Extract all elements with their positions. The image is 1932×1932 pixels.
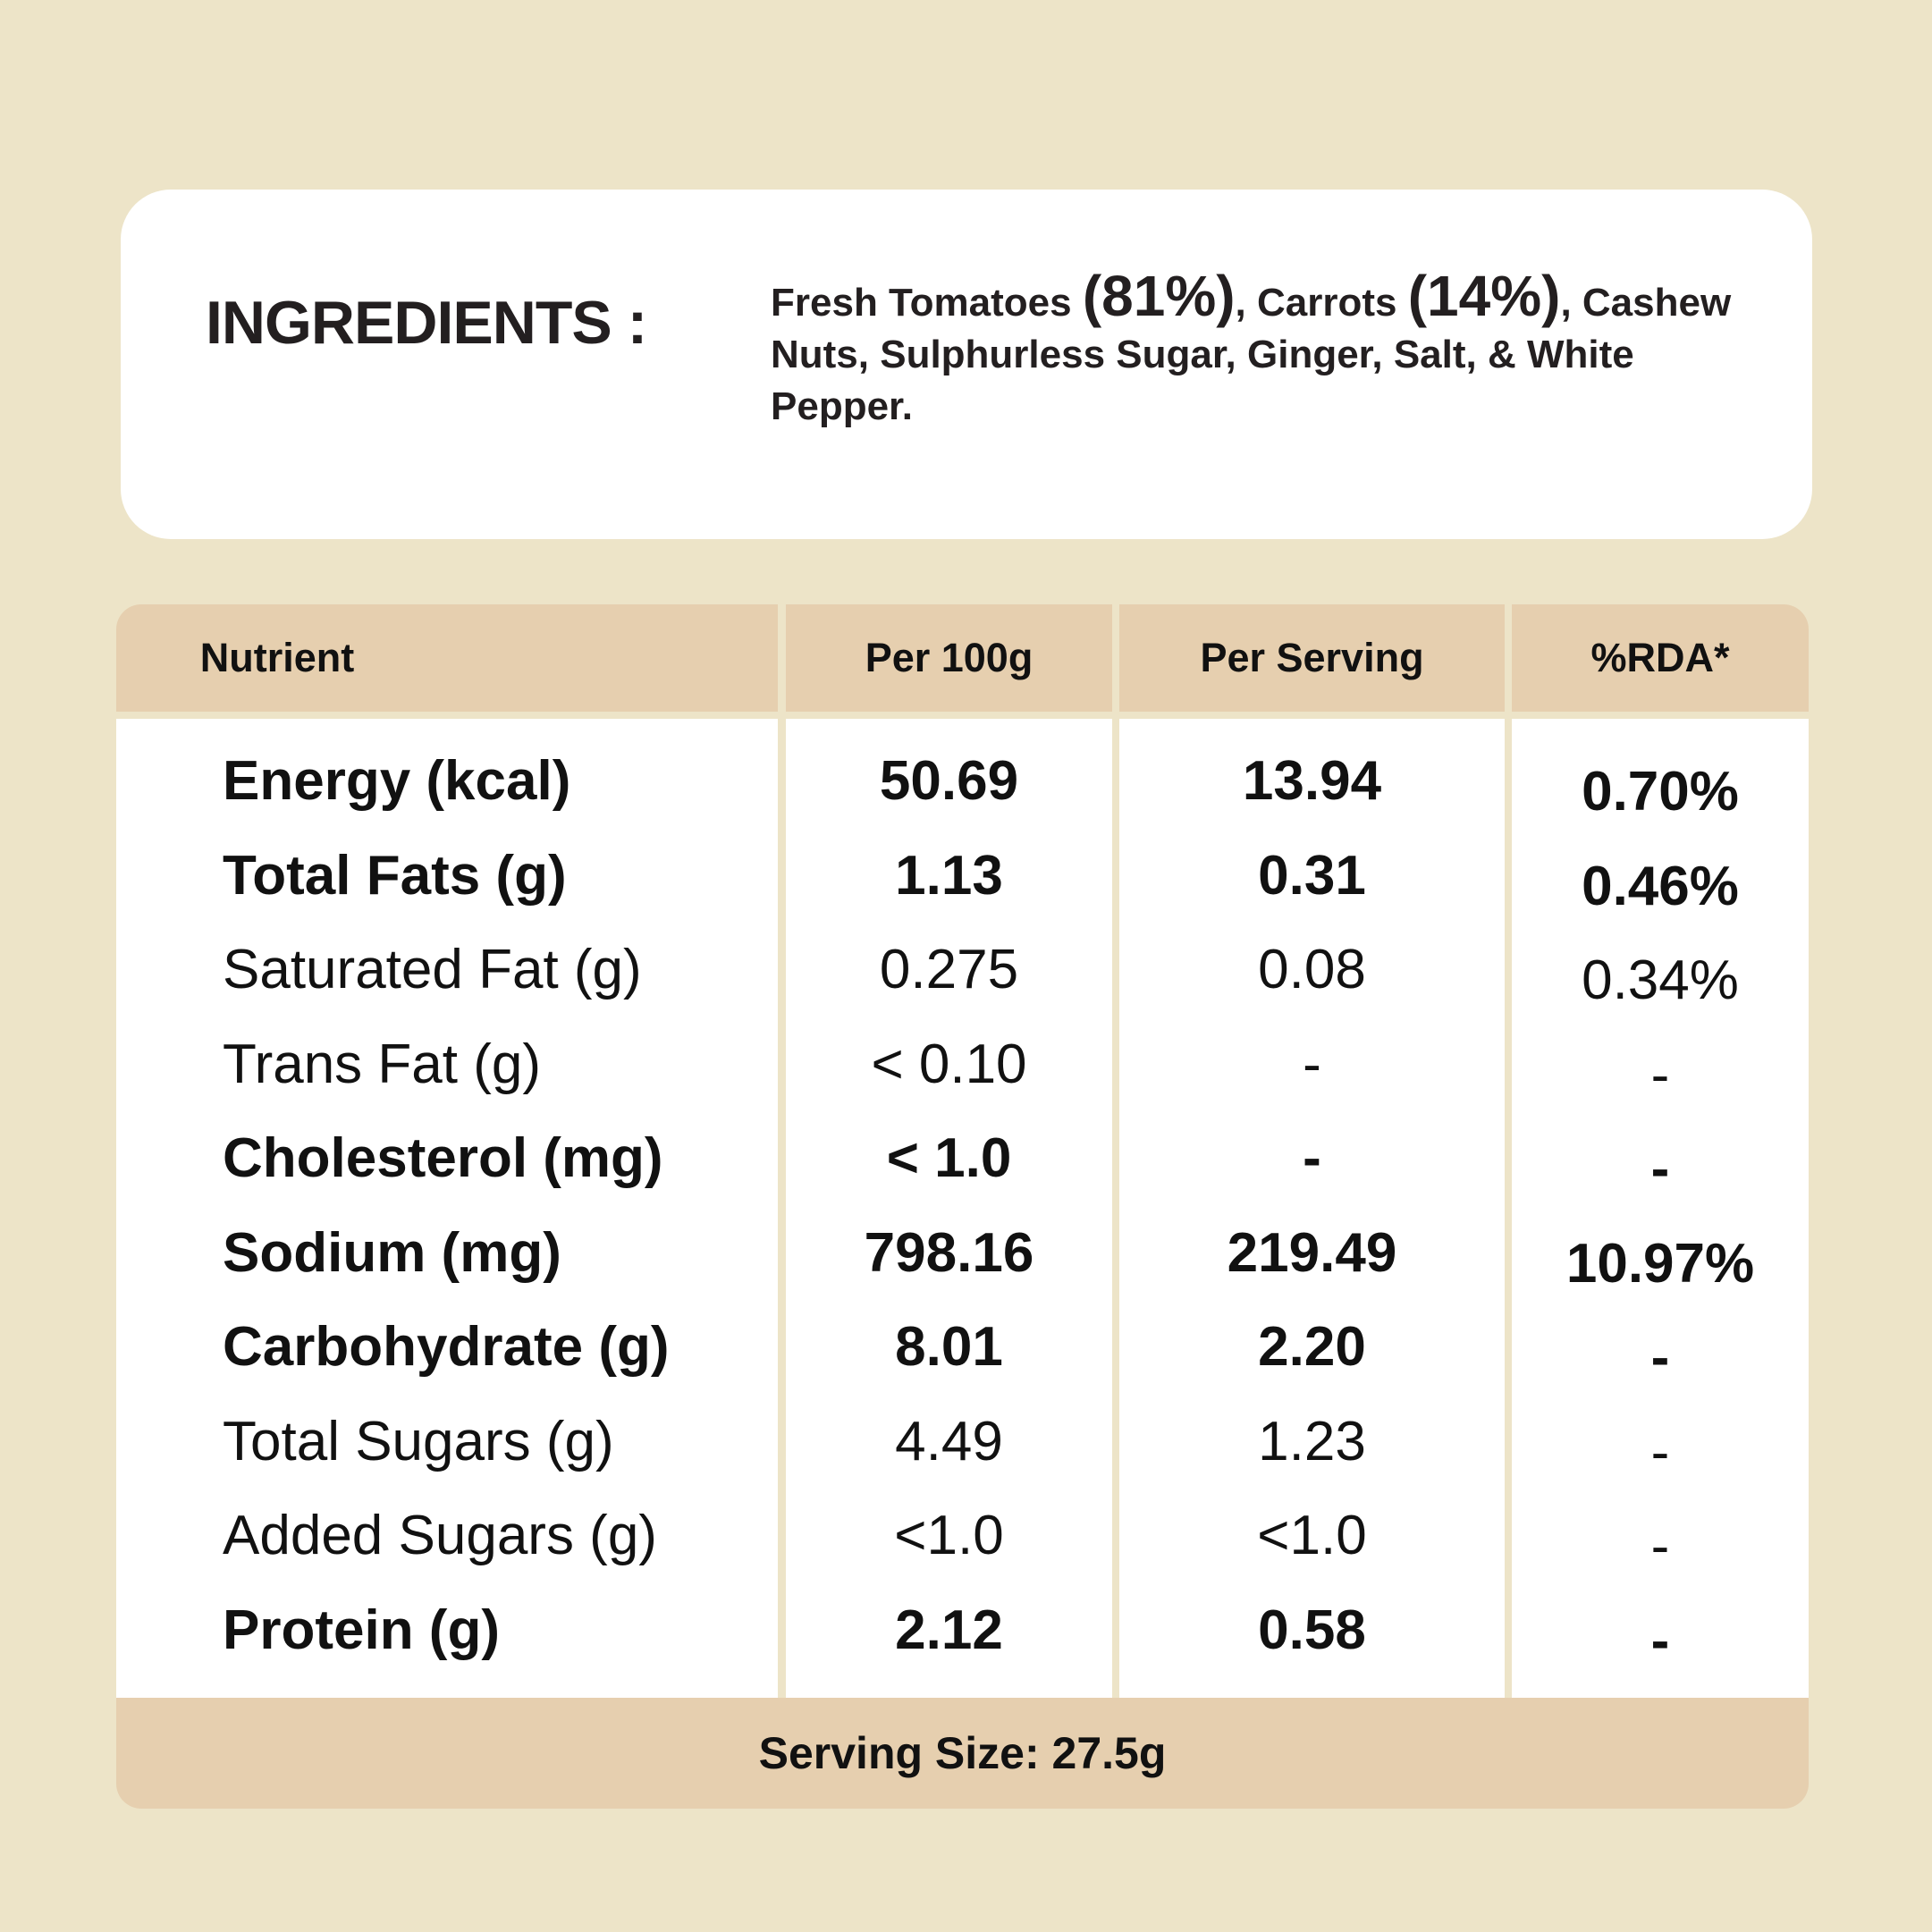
- column-body: [786, 719, 1112, 1698]
- per-100g-value: 2.12: [895, 1599, 1003, 1661]
- per-100g-value: 798.16: [864, 1221, 1034, 1284]
- ingredient-percent: (81%): [1082, 264, 1236, 328]
- per-serving-value: 13.94: [1242, 750, 1382, 812]
- ingredients-title: INGREDIENTS :: [206, 289, 647, 357]
- header-per-serving: Per Serving: [1119, 604, 1505, 712]
- nutrient-name: Saturated Fat (g): [223, 939, 642, 1000]
- ingredients-list: Fresh Tomatoes (81%), Carrots (14%), Cas…: [771, 267, 1781, 433]
- per-100g-value: < 1.0: [886, 1127, 1012, 1189]
- table-row: Cholesterol (mg) < 1.0 - -: [116, 1111, 1809, 1205]
- per-serving-value: -: [1303, 1127, 1321, 1189]
- per-serving-value: <1.0: [1257, 1505, 1367, 1566]
- table-row: Trans Fat (g) < 0.10 - -: [116, 1017, 1809, 1111]
- nutrient-name: Energy (kcal): [223, 750, 571, 812]
- nutrient-name: Total Sugars (g): [223, 1410, 614, 1472]
- nutrient-name: Trans Fat (g): [223, 1033, 541, 1095]
- nutrient-name: Sodium (mg): [223, 1221, 561, 1284]
- per-serving-value: 0.08: [1258, 939, 1366, 1000]
- nutrient-name: Total Fats (g): [223, 844, 567, 907]
- header-nutrient: Nutrient: [116, 604, 778, 712]
- rda-value: -: [1650, 1327, 1670, 1388]
- serving-size: Serving Size: 27.5g: [758, 1728, 1167, 1778]
- rda-value: -: [1650, 1515, 1670, 1577]
- per-serving-value: 219.49: [1227, 1221, 1397, 1284]
- per-100g-value: 0.275: [879, 939, 1019, 1000]
- rda-value: 0.34%: [1582, 949, 1739, 1011]
- per-100g-value: <1.0: [894, 1505, 1004, 1566]
- per-serving-value: -: [1303, 1033, 1321, 1095]
- per-100g-value: 1.13: [895, 844, 1003, 907]
- rda-value: -: [1650, 1138, 1670, 1200]
- ingredient-text: Fresh Tomatoes: [771, 281, 1083, 325]
- per-serving-value: 2.20: [1258, 1316, 1366, 1378]
- column-body: [1119, 719, 1505, 1698]
- ingredient-percent: (14%): [1407, 264, 1561, 328]
- nutrition-table: Nutrient Per 100g Per Serving %RDA* Ener…: [116, 604, 1809, 1809]
- rda-value: -: [1650, 1421, 1670, 1483]
- nutrient-name: Protein (g): [223, 1599, 500, 1661]
- ingredient-text: , Cashew Nuts, Sulphurless Sugar, Ginger…: [771, 281, 1732, 428]
- per-serving-value: 0.58: [1258, 1599, 1366, 1661]
- table-row: Total Sugars (g) 4.49 1.23 -: [116, 1395, 1809, 1489]
- header-rda: %RDA*: [1512, 604, 1809, 712]
- per-100g-value: 4.49: [895, 1410, 1003, 1472]
- rda-value: -: [1650, 1043, 1670, 1106]
- table-row: Added Sugars (g) <1.0 <1.0 -: [116, 1489, 1809, 1582]
- table-row: Carbohydrate (g) 8.01 2.20 -: [116, 1300, 1809, 1394]
- header-label: Per Serving: [1200, 635, 1424, 680]
- ingredients-card: [121, 190, 1812, 539]
- per-100g-value: < 0.10: [871, 1033, 1027, 1095]
- nutrient-name: Added Sugars (g): [223, 1505, 657, 1566]
- per-serving-value: 0.31: [1258, 844, 1366, 907]
- rda-value: 10.97%: [1565, 1232, 1755, 1295]
- table-row: Saturated Fat (g) 0.275 0.08 0.34%: [116, 923, 1809, 1017]
- table-row: Protein (g) 2.12 0.58 -: [116, 1583, 1809, 1677]
- table-row: Total Fats (g) 1.13 0.31 0.46%: [116, 829, 1809, 923]
- header-per-100g: Per 100g: [786, 604, 1112, 712]
- header-label: Per 100g: [865, 635, 1033, 680]
- per-100g-value: 8.01: [895, 1316, 1003, 1378]
- per-serving-value: 1.23: [1258, 1410, 1366, 1472]
- ingredient-text: , Carrots: [1235, 281, 1408, 325]
- column-body: [116, 719, 778, 1698]
- header-label: Nutrient: [199, 635, 355, 680]
- rda-value: -: [1650, 1609, 1670, 1672]
- table-row: Energy (kcal) 50.69 13.94 0.70%: [116, 734, 1809, 828]
- nutrient-name: Carbohydrate (g): [223, 1316, 670, 1378]
- column-body: [1512, 719, 1809, 1698]
- per-100g-value: 50.69: [879, 750, 1019, 812]
- table-row: Sodium (mg) 798.16 219.49 10.97%: [116, 1206, 1809, 1300]
- serving-size-footer: Serving Size: 27.5g: [116, 1698, 1809, 1809]
- rda-value: 0.46%: [1582, 855, 1739, 917]
- nutrient-name: Cholesterol (mg): [223, 1127, 663, 1189]
- header-label: %RDA*: [1590, 635, 1730, 680]
- rda-value: 0.70%: [1582, 761, 1739, 823]
